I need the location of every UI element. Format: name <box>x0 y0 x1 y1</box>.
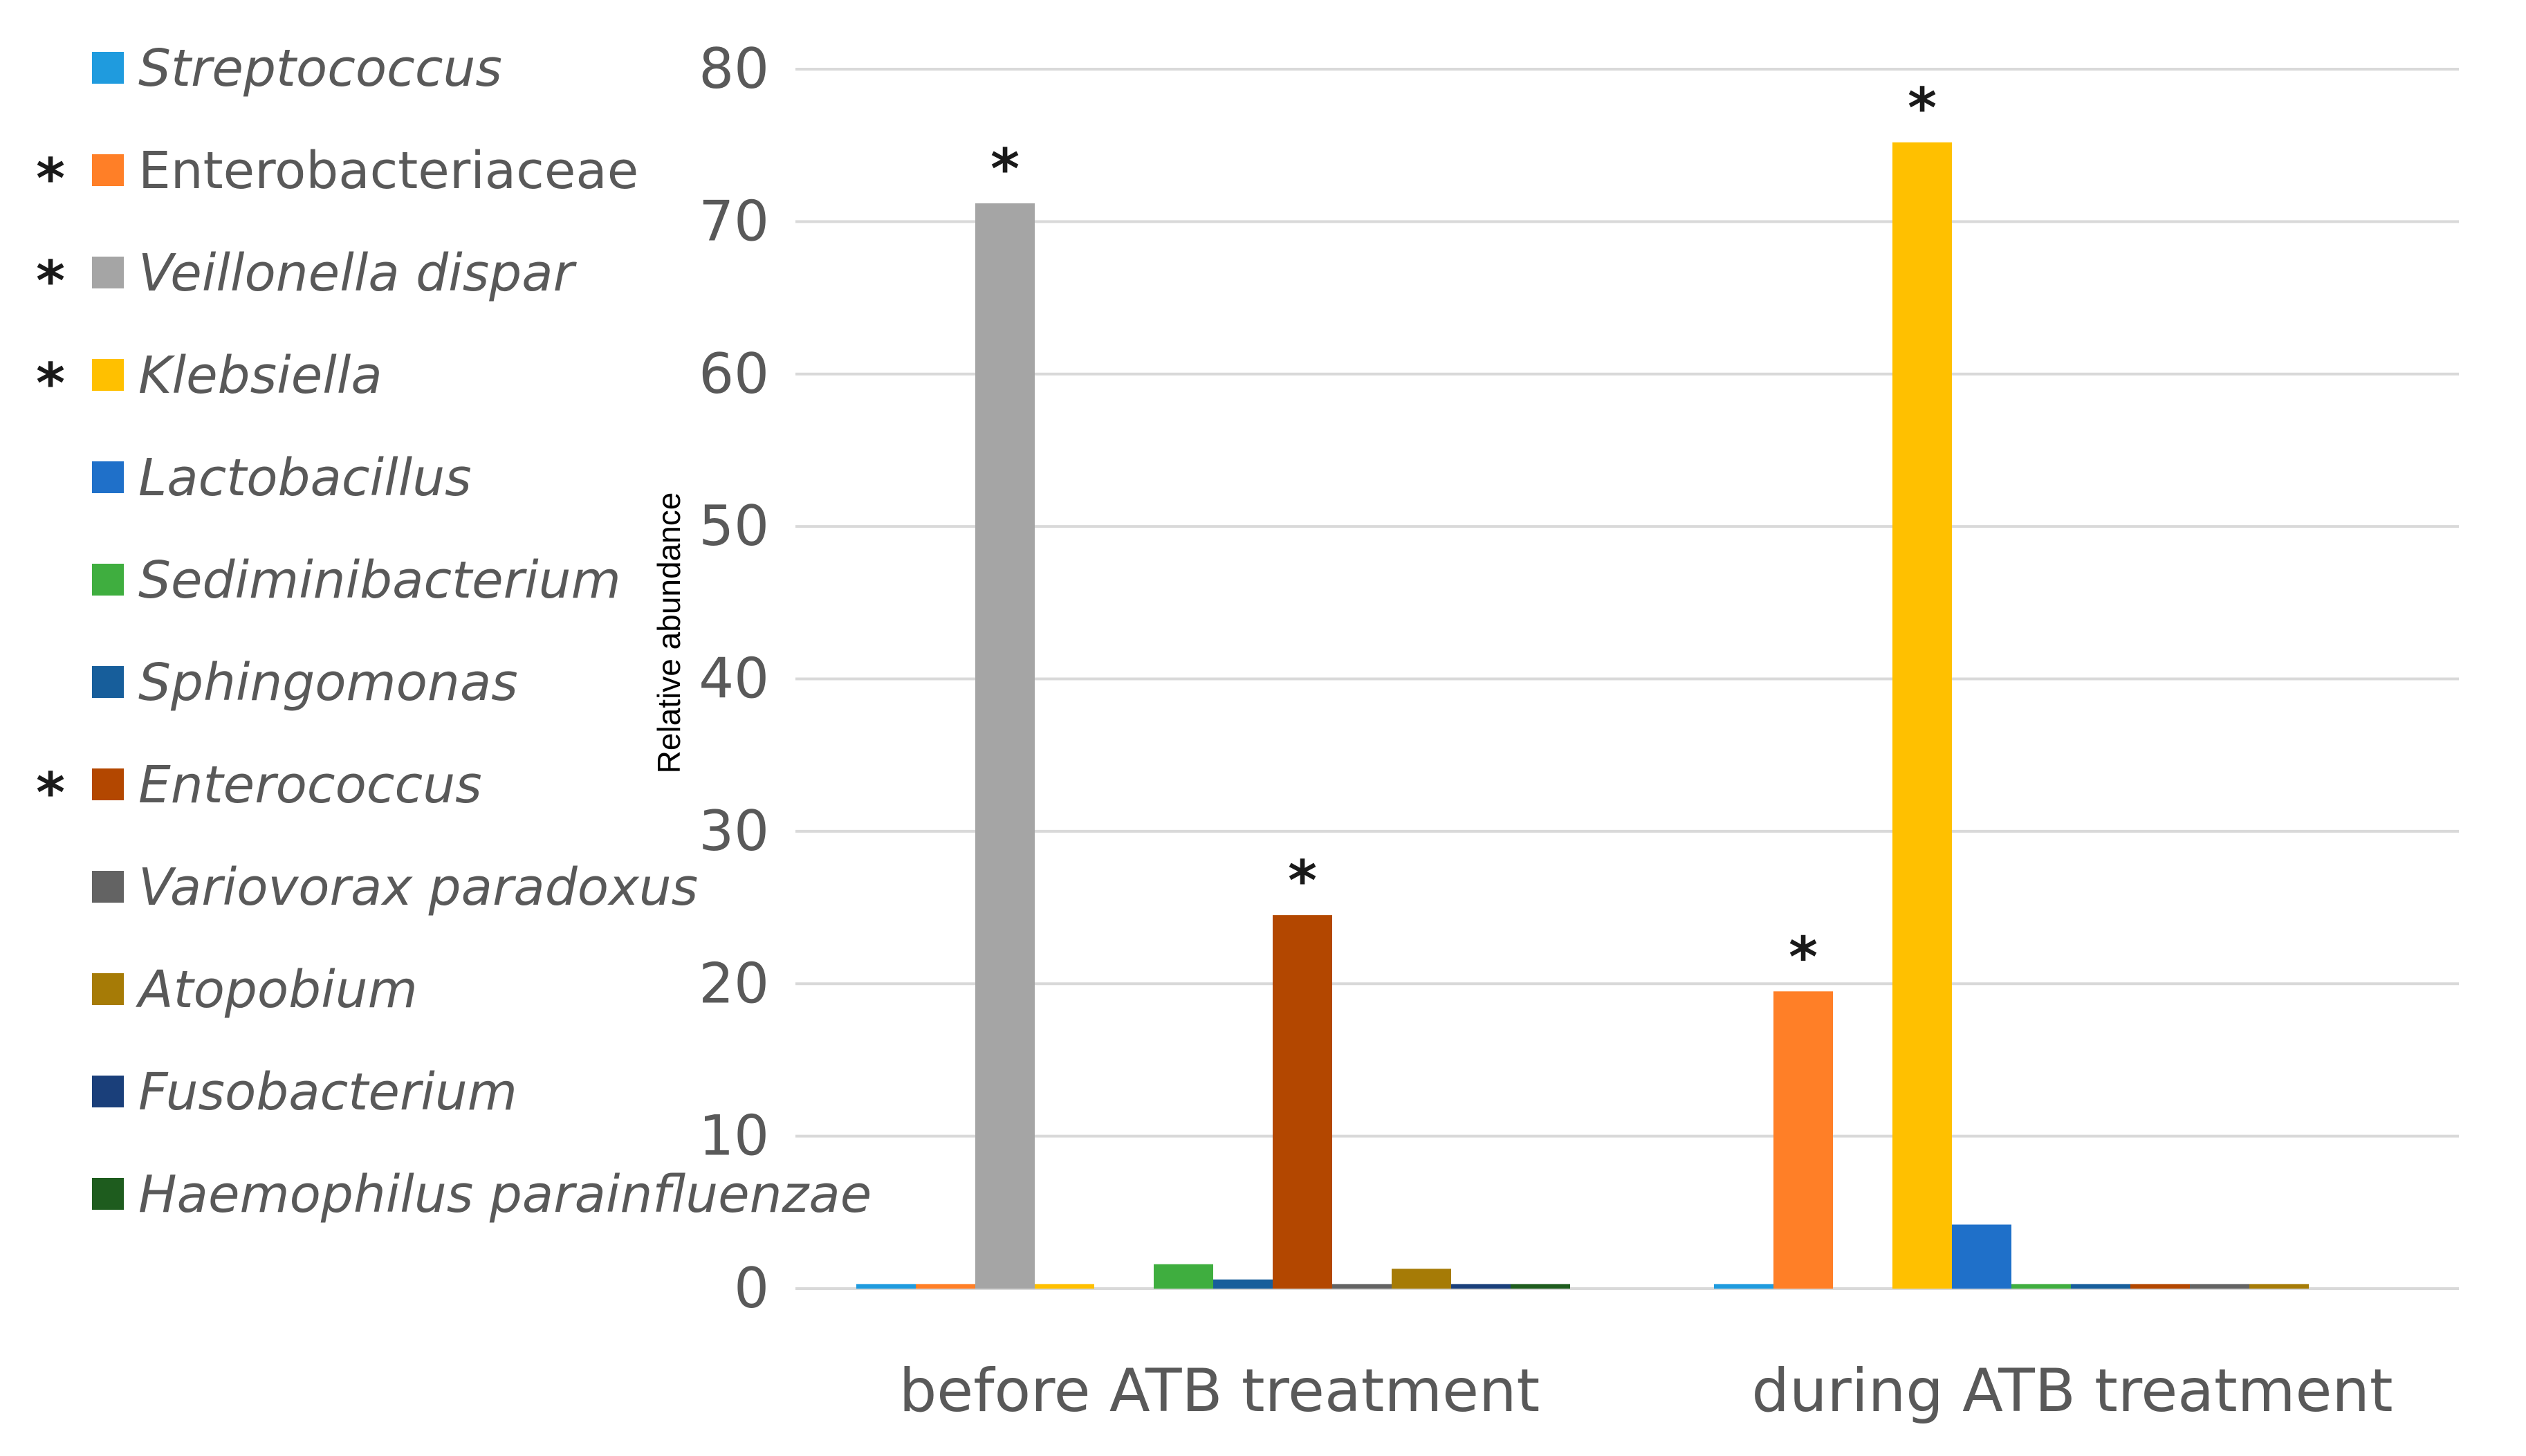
significance-markers: * * * * <box>990 76 1937 989</box>
bar-streptococcus-before <box>856 1284 916 1289</box>
legend-swatch <box>92 666 124 698</box>
legend-significance-star: * <box>36 147 65 211</box>
legend-swatch <box>92 871 124 903</box>
bar-enterobacteriaceae-during <box>1773 991 1833 1289</box>
legend-label: Enterococcus <box>138 755 482 815</box>
legend-label: Sphingomonas <box>138 653 518 712</box>
x-axis-categories: before ATB treatment during ATB treatment <box>899 1356 2393 1426</box>
x-category-label: during ATB treatment <box>1751 1356 2393 1426</box>
bar-sediminibacterium-before <box>1154 1264 1213 1289</box>
bar-lactobacillus-during <box>1952 1224 2011 1289</box>
x-category-label: before ATB treatment <box>899 1356 1540 1426</box>
bar-haemophilus-parainfluenzae-before <box>1511 1284 1570 1289</box>
bar-enterococcus-before <box>1273 915 1332 1289</box>
legend-significance-star: * <box>36 761 65 825</box>
legend-swatch <box>92 359 124 391</box>
y-tick-label: 60 <box>699 342 769 406</box>
bar-klebsiella-during <box>1892 142 1952 1289</box>
significance-star: * <box>1789 925 1818 989</box>
legend-label: Enterobacteriaceae <box>138 141 638 201</box>
legend-swatch <box>92 1076 124 1107</box>
legend-label: Sediminibacterium <box>138 551 621 610</box>
legend-label: Variovorax paradoxus <box>138 858 698 917</box>
legend-label: Haemophilus parainfluenzae <box>138 1165 872 1224</box>
legend-label: Klebsiella <box>138 346 382 405</box>
gridlines <box>795 68 2459 1290</box>
legend-label: Veillonella dispar <box>138 243 578 303</box>
y-axis-label: Relative abundance <box>651 492 687 774</box>
bar-enterococcus-during <box>2130 1284 2190 1289</box>
bar-variovorax-paradoxus-during <box>2190 1284 2249 1289</box>
legend-label: Fusobacterium <box>138 1062 517 1122</box>
legend-label: Atopobium <box>136 960 418 1020</box>
bar-sphingomonas-during <box>2071 1284 2130 1289</box>
legend-swatch <box>92 973 124 1005</box>
legend-swatch <box>92 461 124 493</box>
legend-swatch <box>92 1178 124 1210</box>
bar-enterobacteriaceae-before <box>916 1284 975 1289</box>
legend: Streptococcus Enterobacteriaceae * Veillone… <box>36 39 872 1224</box>
bar-streptococcus-during <box>1714 1284 1773 1289</box>
bar-sphingomonas-before <box>1213 1279 1273 1289</box>
legend-label: Lactobacillus <box>138 448 472 508</box>
bars <box>856 142 2309 1289</box>
y-tick-label: 10 <box>699 1104 769 1168</box>
legend-swatch <box>92 52 124 84</box>
legend-swatch <box>92 154 124 186</box>
bar-fusobacterium-before <box>1451 1284 1511 1289</box>
y-tick-label: 40 <box>699 647 769 711</box>
bar-variovorax-paradoxus-before <box>1332 1284 1392 1289</box>
significance-star: * <box>1288 849 1317 913</box>
y-tick-label: 50 <box>699 494 769 558</box>
legend-swatch <box>92 257 124 288</box>
legend-label: Streptococcus <box>138 39 502 98</box>
legend-swatch <box>92 564 124 596</box>
y-tick-label: 70 <box>699 189 769 253</box>
bar-atopobium-during <box>2249 1284 2309 1289</box>
y-tick-label: 0 <box>734 1256 769 1320</box>
y-tick-label: 20 <box>699 951 769 1015</box>
y-tick-label: 80 <box>699 37 769 101</box>
significance-star: * <box>1908 76 1937 140</box>
legend-significance-star: * <box>36 351 65 416</box>
bar-veillonella-dispar-before <box>975 203 1035 1289</box>
y-axis-ticks: 0 10 20 30 40 50 60 70 80 <box>699 37 769 1320</box>
legend-significance-star: * <box>36 249 65 313</box>
legend-swatch <box>92 768 124 800</box>
significance-star: * <box>990 137 1020 201</box>
bar-atopobium-before <box>1392 1269 1451 1289</box>
y-tick-label: 30 <box>699 799 769 863</box>
bar-klebsiella-before <box>1035 1284 1094 1289</box>
bar-sediminibacterium-during <box>2011 1284 2071 1289</box>
